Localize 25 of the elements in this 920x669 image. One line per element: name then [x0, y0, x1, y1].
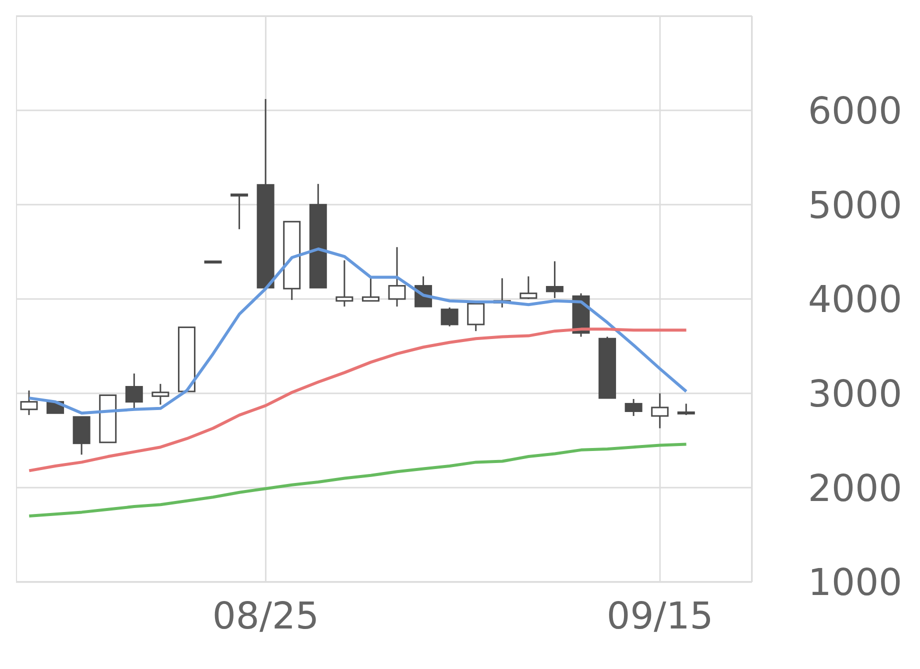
- candlestick: [362, 277, 380, 302]
- candlestick: [440, 306, 458, 328]
- y-tick-label: 4000: [808, 278, 902, 322]
- candlestick: [651, 392, 669, 429]
- line-series: [28, 248, 688, 415]
- y-tick-label: 3000: [808, 372, 902, 416]
- y-tick-label: 6000: [808, 89, 902, 132]
- y-tick-label: 1000: [808, 561, 902, 604]
- candlestick: [152, 383, 170, 406]
- candlestick: [520, 276, 538, 300]
- x-tick-label: 08/25: [212, 594, 320, 638]
- candlestick: [230, 194, 248, 230]
- line-series: [28, 442, 688, 518]
- candlestick: [624, 398, 642, 417]
- candlestick: [125, 372, 143, 410]
- y-tick-label: 2000: [808, 466, 902, 510]
- y-tick-label: 5000: [808, 184, 902, 227]
- candlestick: [336, 260, 354, 308]
- line-series: [28, 328, 688, 472]
- candlestick: [388, 246, 406, 308]
- candlestick: [467, 300, 485, 332]
- x-tick-label: 09/15: [606, 594, 714, 638]
- candlestick: [20, 390, 38, 416]
- candlestick: [546, 260, 564, 299]
- candlestick: [677, 402, 695, 416]
